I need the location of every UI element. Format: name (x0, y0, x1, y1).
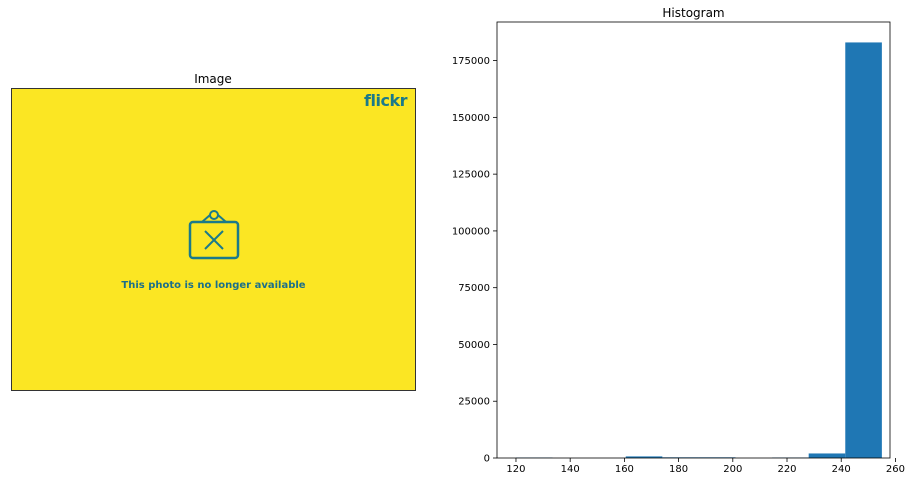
x-tick-label: 260 (886, 464, 905, 475)
histogram-bar (808, 453, 846, 458)
y-tick-label: 75000 (458, 283, 490, 294)
histogram-bar (845, 42, 882, 458)
y-tick-label: 175000 (452, 56, 490, 67)
x-tick-label: 180 (669, 464, 688, 475)
x-tick-label: 220 (777, 464, 796, 475)
y-tick-label: 125000 (452, 170, 490, 181)
image-panel-title: Image (194, 72, 232, 86)
y-tick-label: 25000 (458, 397, 490, 408)
x-tick-label: 200 (723, 464, 742, 475)
photo-unavailable-message: This photo is no longer available (121, 280, 306, 291)
y-tick-label: 0 (484, 454, 490, 465)
x-tick-label: 240 (832, 464, 851, 475)
y-tick-label: 50000 (458, 340, 490, 351)
chart-title: Histogram (662, 6, 725, 20)
photo-image: flickr This photo is no longer available (11, 88, 416, 391)
y-tick-label: 100000 (452, 226, 490, 237)
x-tick-label: 160 (615, 464, 634, 475)
y-tick-label: 150000 (452, 113, 490, 124)
flickr-logo: flickr (364, 91, 407, 110)
x-tick-label: 140 (561, 464, 580, 475)
missing-photo-icon (188, 210, 240, 260)
x-tick-label: 120 (506, 464, 525, 475)
plot-frame (496, 21, 891, 459)
histogram-bar (625, 456, 663, 458)
